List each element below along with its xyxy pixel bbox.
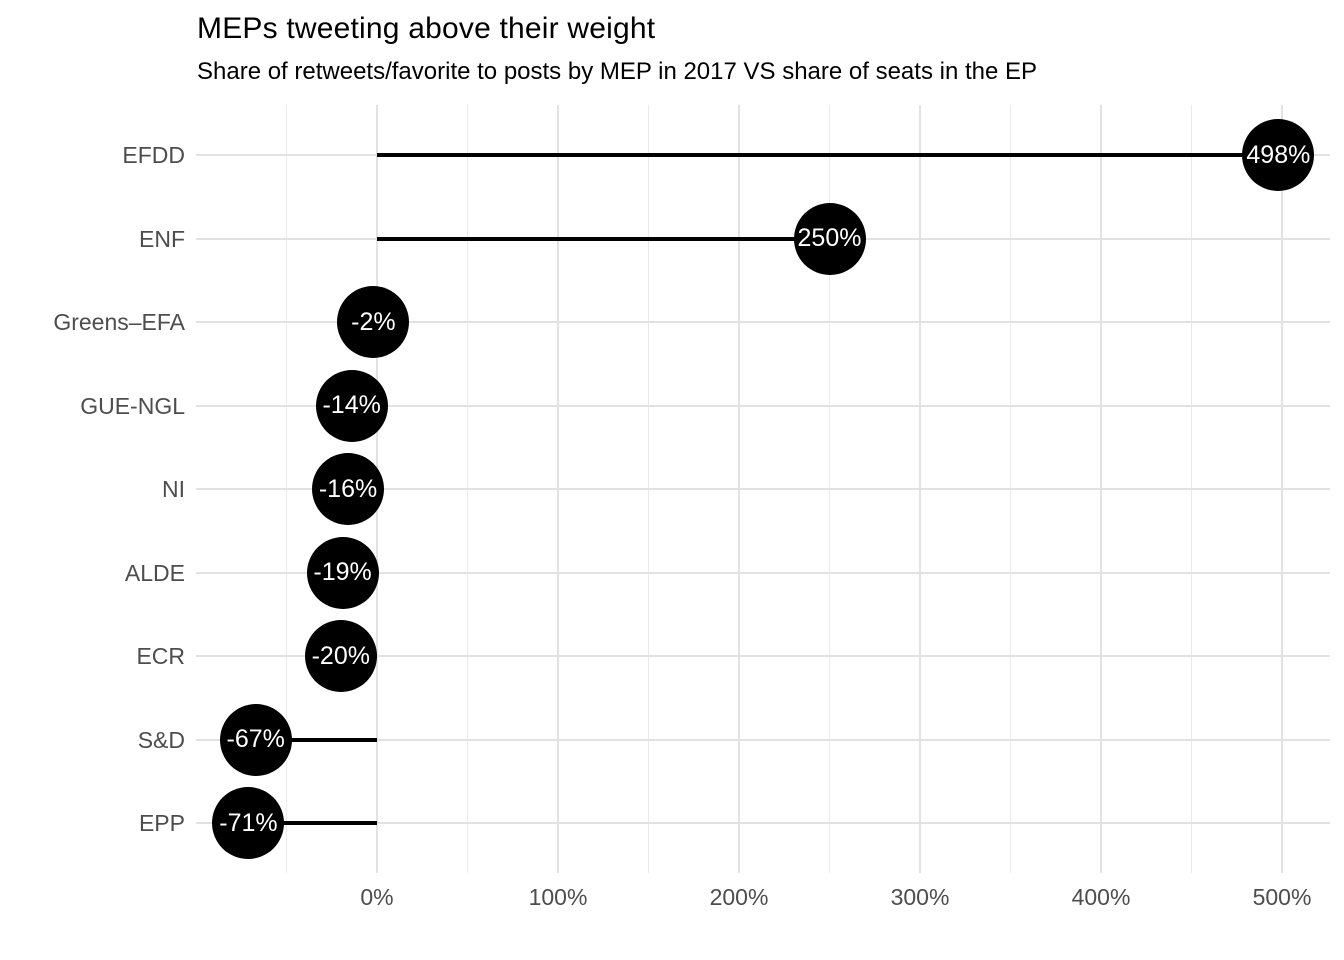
y-axis-label: ECR — [136, 643, 185, 669]
gridline-horizontal — [196, 655, 1330, 657]
data-point: 498% — [1242, 119, 1315, 191]
lollipop-stem — [377, 153, 1279, 157]
chart-title: MEPs tweeting above their weight — [197, 12, 656, 45]
x-axis-tick-label: 0% — [360, 884, 394, 910]
gridline-horizontal — [196, 738, 1330, 741]
x-axis-tick-label: 200% — [709, 884, 769, 910]
x-axis-tick-label: 500% — [1252, 884, 1312, 910]
data-point: -67% — [219, 703, 292, 776]
x-axis-tick-label: 300% — [890, 884, 950, 910]
y-axis-label: GUE-NGL — [80, 392, 185, 419]
lollipop-stem — [248, 821, 377, 825]
lollipop-stem — [377, 236, 830, 241]
y-axis-label: Greens–EFA — [53, 309, 185, 335]
data-point: -14% — [315, 369, 388, 442]
data-point: -71% — [212, 787, 285, 859]
y-axis-label: EPP — [138, 810, 185, 836]
x-axis-tick-label: 400% — [1071, 884, 1131, 910]
data-point: -2% — [337, 286, 410, 358]
data-point: 250% — [793, 202, 866, 275]
y-axis-label: EFDD — [122, 142, 185, 168]
y-axis-label: NI — [162, 476, 185, 502]
gridline-horizontal — [196, 488, 1330, 490]
data-point: -19% — [306, 536, 379, 609]
y-axis-label: ALDE — [124, 559, 185, 586]
chart-subtitle: Share of retweets/favorite to posts by M… — [197, 58, 1038, 85]
gridline-horizontal — [196, 321, 1330, 323]
data-point: -16% — [312, 453, 385, 525]
data-point: -20% — [304, 620, 377, 692]
lollipop-stem — [255, 737, 377, 742]
gridline-horizontal — [196, 571, 1330, 574]
y-axis-label: ENF — [139, 225, 185, 252]
gridline-horizontal — [196, 822, 1330, 824]
x-axis-tick-label: 100% — [528, 884, 588, 910]
y-axis-label: S&D — [137, 726, 185, 753]
gridline-horizontal — [196, 404, 1330, 407]
